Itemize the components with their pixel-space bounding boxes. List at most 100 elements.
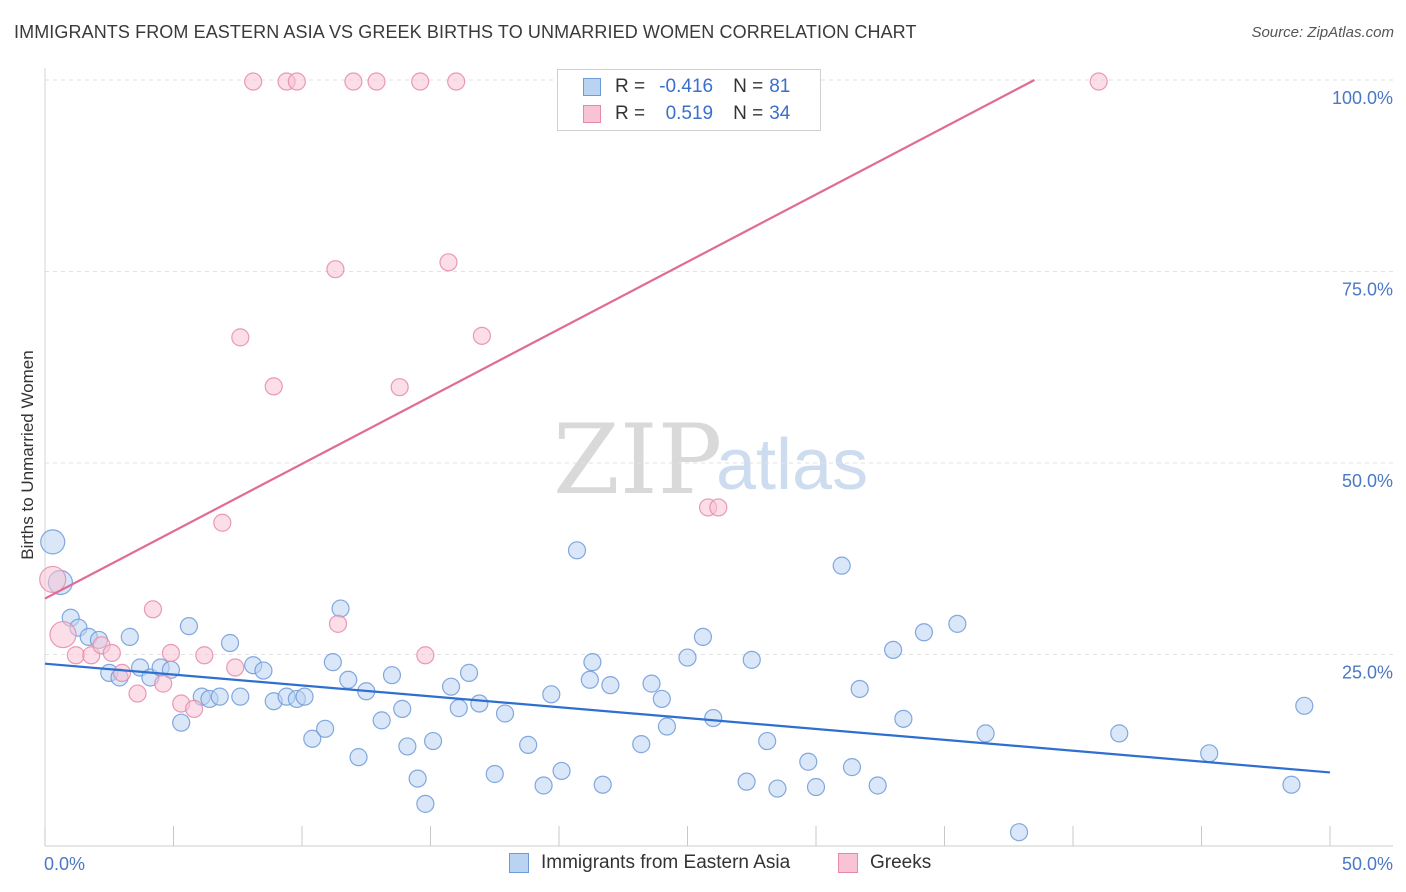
point-greeks — [326, 260, 345, 279]
trend-line-greeks — [44, 79, 1035, 600]
y-tick-label: 25.0% — [1342, 663, 1393, 683]
point-eastern-asia — [768, 779, 787, 798]
point-eastern-asia — [580, 670, 599, 689]
watermark: ZIP atlas — [553, 404, 868, 516]
legend-swatch-greeks — [583, 105, 601, 123]
point-greeks — [1089, 72, 1108, 91]
point-eastern-asia — [349, 748, 368, 767]
tick-labels: 25.0% 50.0% 75.0% 100.0% 0.0% 50.0% — [44, 88, 1393, 874]
point-greeks — [344, 72, 363, 91]
point-eastern-asia — [567, 541, 587, 560]
point-eastern-asia — [868, 776, 887, 795]
point-greeks — [39, 565, 67, 594]
point-greeks — [154, 674, 173, 693]
point-eastern-asia — [552, 761, 571, 781]
point-greeks — [49, 620, 77, 649]
trend-line-eastern-asia — [44, 662, 1331, 774]
legend-r-label: R = — [615, 103, 646, 124]
series-swatch-greeks — [838, 853, 858, 873]
legend-n-value: 34 — [769, 103, 791, 124]
legend-swatch-eastern-asia — [583, 78, 601, 96]
point-eastern-asia — [1110, 724, 1129, 743]
point-greeks — [390, 378, 409, 397]
grid-lines — [45, 79, 1393, 655]
chart-source: Source: ZipAtlas.com — [1251, 24, 1394, 41]
point-eastern-asia — [372, 711, 391, 730]
legend-row-eastern-asia: R = -0.416 N = 81 — [558, 74, 790, 100]
point-eastern-asia — [842, 758, 862, 777]
point-eastern-asia — [1295, 696, 1314, 715]
point-eastern-asia — [742, 650, 761, 669]
point-eastern-asia — [449, 699, 468, 718]
point-eastern-asia — [485, 764, 504, 784]
point-greeks — [231, 328, 250, 347]
point-eastern-asia — [948, 614, 967, 633]
point-eastern-asia — [799, 752, 818, 771]
point-eastern-asia — [408, 769, 427, 788]
point-greeks — [328, 614, 348, 633]
point-eastern-asia — [883, 640, 903, 660]
point-eastern-asia — [693, 627, 713, 646]
y-tick-label: 75.0% — [1342, 280, 1393, 300]
trend-lines — [44, 79, 1331, 774]
point-eastern-asia — [519, 735, 538, 754]
point-eastern-asia — [737, 772, 756, 791]
point-eastern-asia — [382, 666, 402, 685]
point-eastern-asia — [331, 599, 350, 618]
point-greeks — [439, 253, 458, 272]
point-greeks — [184, 699, 204, 718]
point-greeks — [66, 646, 85, 665]
point-greeks — [143, 600, 163, 619]
point-eastern-asia — [678, 648, 697, 667]
point-eastern-asia — [832, 556, 851, 575]
legend-r-label: R = — [615, 76, 646, 97]
point-eastern-asia — [231, 687, 250, 706]
point-greeks — [264, 377, 283, 396]
point-eastern-asia — [220, 633, 240, 653]
point-eastern-asia — [894, 709, 913, 728]
point-greeks — [213, 513, 232, 532]
point-eastern-asia — [583, 653, 602, 672]
point-eastern-asia — [534, 776, 553, 795]
point-eastern-asia — [758, 731, 777, 751]
point-eastern-asia — [601, 676, 620, 695]
x-tick-label-max: 50.0% — [1342, 854, 1393, 874]
series-legend: Immigrants from Eastern Asia Greeks — [0, 852, 1406, 876]
point-eastern-asia — [295, 687, 314, 706]
legend-r-value: -0.416 — [659, 76, 714, 97]
series-legend-eastern-asia: Immigrants from Eastern Asia — [509, 852, 790, 874]
point-eastern-asia — [40, 529, 66, 555]
point-eastern-asia — [179, 617, 199, 636]
point-eastern-asia — [423, 731, 443, 751]
y-tick-label: 50.0% — [1342, 471, 1393, 491]
point-eastern-asia — [1282, 775, 1301, 794]
point-eastern-asia — [339, 670, 358, 689]
point-eastern-asia — [210, 687, 229, 706]
point-eastern-asia — [850, 679, 869, 699]
point-eastern-asia — [416, 794, 435, 813]
x-axis — [44, 68, 1393, 847]
series-swatch-eastern-asia — [509, 853, 529, 873]
point-eastern-asia — [976, 724, 995, 743]
point-greeks — [195, 646, 214, 665]
point-greeks — [128, 684, 147, 703]
point-greeks — [411, 72, 430, 91]
point-eastern-asia — [441, 677, 461, 696]
point-eastern-asia — [495, 704, 515, 723]
point-eastern-asia — [657, 717, 677, 736]
watermark-atlas: atlas — [716, 425, 868, 505]
watermark-zip: ZIP — [553, 404, 722, 516]
point-eastern-asia — [542, 685, 561, 704]
point-greeks — [472, 326, 491, 345]
data-points — [39, 72, 1314, 842]
point-eastern-asia — [459, 663, 479, 682]
point-eastern-asia — [914, 623, 934, 642]
chart-title: IMMIGRANTS FROM EASTERN ASIA VS GREEK BI… — [14, 22, 917, 42]
point-eastern-asia — [316, 719, 335, 738]
legend-n-label: N = — [733, 76, 764, 97]
point-eastern-asia — [704, 708, 723, 728]
point-eastern-asia — [632, 735, 651, 754]
point-greeks — [447, 72, 466, 91]
y-tick-label: 100.0% — [1332, 88, 1393, 108]
point-greeks — [226, 658, 245, 677]
